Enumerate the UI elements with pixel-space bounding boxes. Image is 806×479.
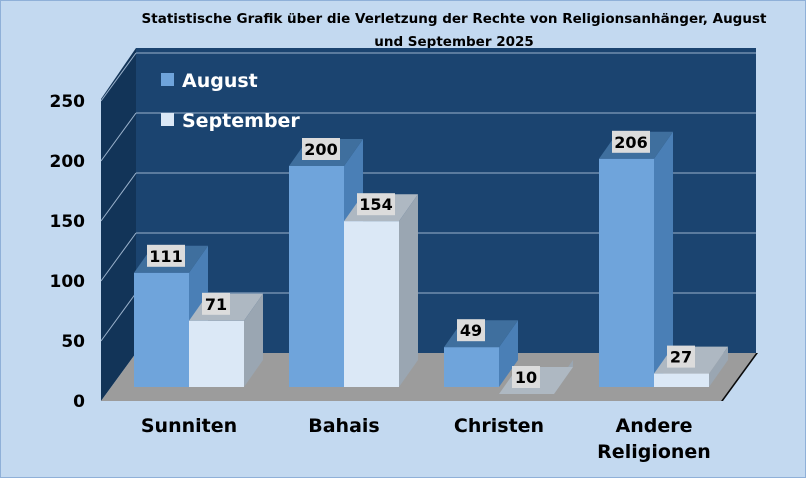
bar-side [499, 320, 518, 387]
legend-label: August [182, 70, 258, 92]
data-label-box [667, 345, 695, 368]
y-tick-label: 100 [50, 272, 86, 292]
legend-swatch [161, 113, 174, 126]
gridline-side [100, 172, 137, 222]
data-label: 206 [614, 133, 647, 152]
data-label: 27 [670, 348, 692, 367]
x-category-label: Sunniten [141, 415, 237, 437]
gridline-side [100, 112, 137, 162]
bar [134, 272, 189, 387]
bar [654, 373, 709, 387]
bar [189, 320, 244, 387]
data-label-box [512, 366, 540, 388]
bar-side [399, 194, 418, 387]
y-tick-label: 150 [50, 212, 86, 232]
x-category-label: Bahais [308, 415, 379, 437]
legend-swatch [161, 73, 174, 86]
x-category-label: Religionen [597, 441, 711, 463]
data-label: 10 [515, 368, 537, 387]
data-label: 111 [149, 247, 182, 266]
data-label: 200 [304, 140, 337, 159]
data-label: 49 [460, 321, 482, 340]
floor [101, 353, 756, 401]
x-category-label: Christen [454, 415, 544, 437]
side-wall [101, 48, 136, 401]
bar [444, 347, 499, 387]
bar-side [709, 346, 728, 387]
data-label-box [202, 292, 230, 315]
data-label-box [612, 130, 650, 153]
chart-title-line-1: Statistische Grafik über die Verletzung … [141, 11, 767, 27]
y-tick-label: 250 [50, 92, 86, 112]
gridline-side [100, 52, 137, 102]
y-tick-label: 50 [61, 332, 85, 352]
bar-side [654, 131, 673, 387]
data-label-box [357, 193, 395, 216]
bar [599, 158, 654, 387]
floor-edge [721, 353, 758, 401]
gridline-side [100, 292, 137, 342]
y-tick-label: 0 [73, 392, 85, 412]
data-label-box [302, 138, 340, 160]
bar [289, 166, 344, 387]
data-label-box [457, 319, 485, 342]
data-label: 71 [205, 295, 227, 314]
y-tick-label: 200 [50, 152, 86, 172]
chart-title-line-2: und September 2025 [374, 34, 534, 50]
legend-label: September [182, 110, 300, 132]
data-label: 154 [359, 195, 392, 214]
gridline-side [100, 232, 137, 282]
data-label-box [147, 244, 185, 267]
bar [344, 221, 399, 387]
x-category-label: Andere [616, 415, 693, 437]
bar-side [244, 293, 263, 387]
